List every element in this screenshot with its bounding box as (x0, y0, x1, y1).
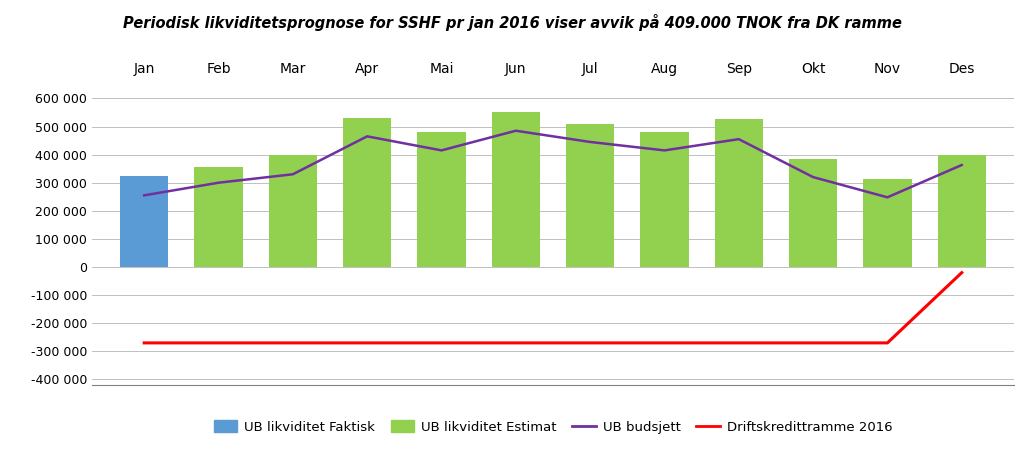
Bar (492, 111, 540, 267)
Bar (863, 179, 911, 267)
Bar (640, 132, 688, 267)
Bar (938, 154, 986, 267)
Bar (268, 154, 317, 267)
Bar (120, 176, 168, 267)
Bar (715, 119, 763, 267)
Text: Periodisk likviditetsprognose for SSHF pr jan 2016 viser avvik på 409.000 TNOK f: Periodisk likviditetsprognose for SSHF p… (123, 14, 901, 31)
Bar (566, 124, 614, 267)
Bar (195, 167, 243, 267)
Bar (788, 159, 838, 267)
Bar (343, 118, 391, 267)
Bar (418, 132, 466, 267)
Legend: UB likviditet Faktisk, UB likviditet Estimat, UB budsjett, Driftskredittramme 20: UB likviditet Faktisk, UB likviditet Est… (208, 415, 898, 439)
